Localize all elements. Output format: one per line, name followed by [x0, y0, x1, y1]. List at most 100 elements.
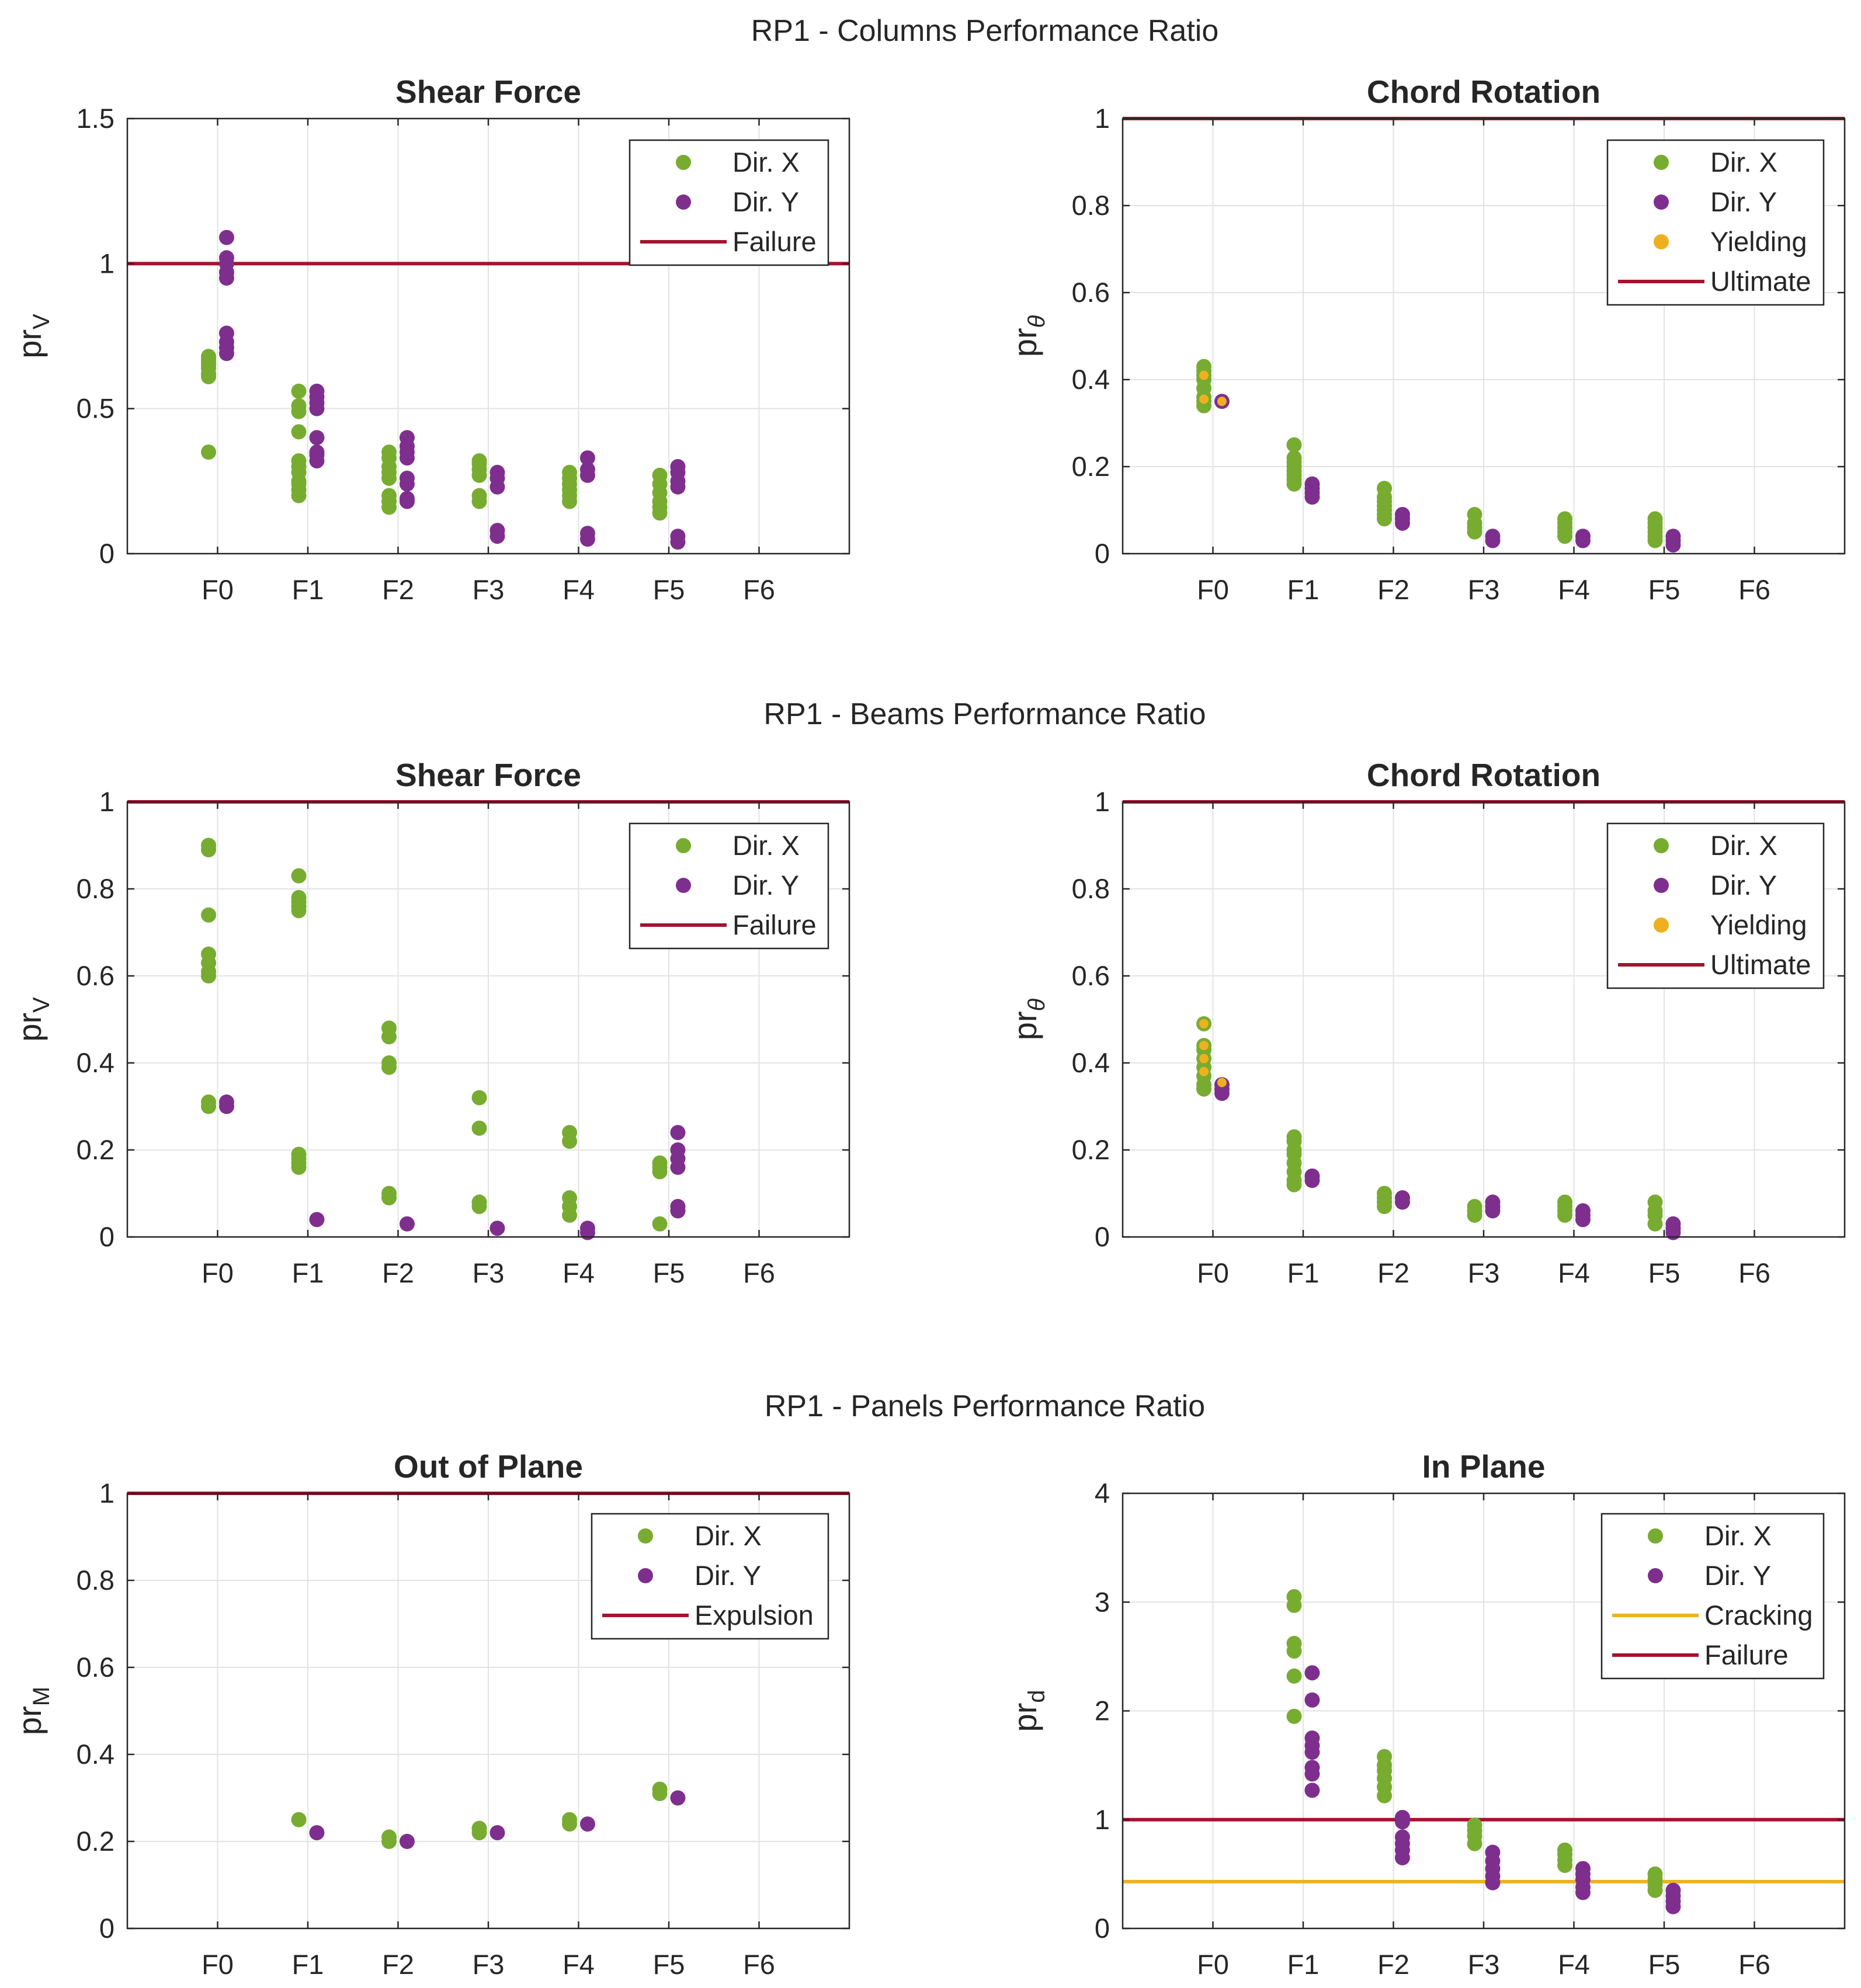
marker-dir-y — [489, 1221, 505, 1236]
marker-dir-y — [309, 444, 325, 460]
marker-dir-y — [1394, 1829, 1410, 1845]
marker-dir-x — [471, 1090, 487, 1106]
marker-dir-x — [1286, 1668, 1302, 1684]
marker-dir-y — [399, 430, 415, 446]
marker-dir-x — [201, 444, 217, 460]
y-axis-label: prV — [11, 314, 54, 359]
marker-dir-y — [579, 1221, 595, 1236]
marker-dir-y — [218, 230, 234, 245]
y-tick-label: 0.8 — [77, 1565, 114, 1596]
y-tick-label: 0.4 — [1072, 364, 1110, 395]
legend-label: Dir. X — [1710, 147, 1777, 178]
x-tick-label: F0 — [1197, 1949, 1229, 1980]
y-tick-label: 0.2 — [1072, 451, 1110, 482]
x-tick-label: F4 — [563, 1257, 595, 1288]
marker-dir-y — [309, 430, 325, 446]
chart-beams-chord-rotation: 0 0.2 0.4 0.6 0.8 1 F0 F1 F2 F3 F4 F5 F6 Chord Rotati… — [1006, 757, 1846, 1288]
legend-swatch-marker — [1654, 234, 1669, 249]
marker-dir-y — [579, 526, 595, 541]
y-tick-label: 0.8 — [77, 873, 114, 904]
marker-dir-y — [489, 1825, 505, 1841]
marker-dir-y — [670, 1790, 686, 1806]
x-tick-label: F4 — [563, 1949, 595, 1980]
y-axis-label-subscript: θ — [1024, 998, 1050, 1011]
legend-swatch-marker — [638, 1528, 653, 1544]
x-tick-label: F6 — [743, 1949, 775, 1980]
x-tick-label: F5 — [653, 574, 685, 605]
marker-dir-x — [471, 488, 487, 503]
y-tick-label: 0.8 — [1072, 190, 1110, 221]
marker-yielding — [1199, 1054, 1209, 1063]
marker-dir-x — [471, 1120, 487, 1136]
y-axis-label: prM — [11, 1687, 54, 1735]
chart-panels-out-of-plane: 0 0.2 0.4 0.6 0.8 1 F0 F1 F2 F3 F4 F5 F6 Out of Plane… — [11, 1448, 850, 1980]
y-axis-label-main: pr — [11, 329, 48, 359]
section-title-beams: RP1 - Beams Performance Ratio — [763, 697, 1206, 731]
x-tick-label: F4 — [563, 574, 595, 605]
marker-dir-x — [1557, 511, 1573, 527]
marker-dir-x — [1377, 1749, 1393, 1764]
chart-title: Chord Rotation — [1367, 74, 1600, 110]
y-tick-label: 0 — [99, 1913, 114, 1944]
marker-dir-y — [1304, 476, 1320, 492]
y-axis-label-subscript: M — [29, 1687, 54, 1706]
chart-beams-shear-force: 0 0.2 0.4 0.6 0.8 1 F0 F1 F2 F3 F4 F5 F6 Shear Force p… — [11, 757, 850, 1288]
marker-dir-x — [1467, 506, 1482, 522]
marker-dir-x — [471, 453, 487, 469]
marker-dir-y — [1575, 1861, 1591, 1876]
marker-dir-y — [1394, 506, 1410, 522]
marker-dir-y — [1665, 529, 1681, 544]
y-tick-label: 0 — [99, 1221, 114, 1252]
marker-dir-y — [1575, 1203, 1591, 1219]
marker-dir-x — [1286, 450, 1302, 466]
legend-box — [1600, 1513, 1825, 1680]
marker-dir-x — [291, 453, 307, 469]
legend-label: Dir. X — [695, 1520, 762, 1551]
y-tick-label: 0.2 — [1072, 1134, 1110, 1165]
legend-swatch-marker — [1654, 838, 1669, 853]
x-tick-label: F3 — [1468, 1257, 1500, 1288]
marker-dir-x — [652, 1781, 668, 1797]
legend-swatch-marker — [1654, 194, 1669, 210]
y-tick-label: 1 — [1095, 1804, 1110, 1835]
marker-dir-y — [1304, 1665, 1320, 1681]
section-title-columns: RP1 - Columns Performance Ratio — [751, 14, 1219, 48]
marker-dir-x — [381, 1829, 397, 1845]
x-tick-label: F0 — [202, 1949, 234, 1980]
marker-dir-x — [1377, 481, 1393, 496]
legend-swatch-marker — [1648, 1568, 1663, 1583]
marker-dir-x — [291, 1146, 307, 1162]
marker-dir-x — [1286, 1708, 1302, 1724]
legend-label: Dir. Y — [695, 1560, 761, 1591]
legend-swatch-marker — [1648, 1528, 1663, 1544]
marker-dir-x — [1557, 1194, 1573, 1210]
marker-dir-y — [399, 1216, 415, 1232]
x-tick-label: F3 — [473, 1257, 505, 1288]
y-tick-label: 1 — [99, 248, 114, 279]
x-tick-label: F6 — [743, 1257, 775, 1288]
section-title-panels: RP1 - Panels Performance Ratio — [765, 1389, 1205, 1423]
y-tick-label: 0.6 — [1072, 277, 1110, 308]
x-tick-label: F6 — [1738, 1257, 1770, 1288]
x-tick-label: F2 — [1377, 1949, 1409, 1980]
marker-dir-y — [1485, 529, 1501, 544]
x-tick-label: F3 — [473, 574, 505, 605]
marker-dir-x — [201, 837, 217, 853]
marker-dir-x — [1557, 1842, 1573, 1858]
y-axis-label-subscript: d — [1024, 1690, 1050, 1702]
y-axis-label-main: pr — [1006, 328, 1043, 357]
marker-dir-x — [1286, 437, 1302, 453]
marker-dir-y — [579, 461, 595, 477]
legend-label: Dir. X — [732, 830, 800, 861]
y-tick-label: 0.6 — [1072, 960, 1110, 991]
marker-dir-y — [399, 470, 415, 486]
marker-dir-y — [670, 459, 686, 474]
legend-label: Failure — [732, 909, 817, 940]
x-tick-label: F1 — [292, 1949, 324, 1980]
y-tick-label: 0 — [1095, 1913, 1110, 1944]
marker-yielding — [1199, 1019, 1209, 1028]
y-tick-label: 2 — [1095, 1695, 1110, 1726]
marker-dir-y — [489, 464, 505, 480]
x-tick-label: F0 — [202, 1257, 234, 1288]
marker-dir-y — [1394, 1810, 1410, 1826]
